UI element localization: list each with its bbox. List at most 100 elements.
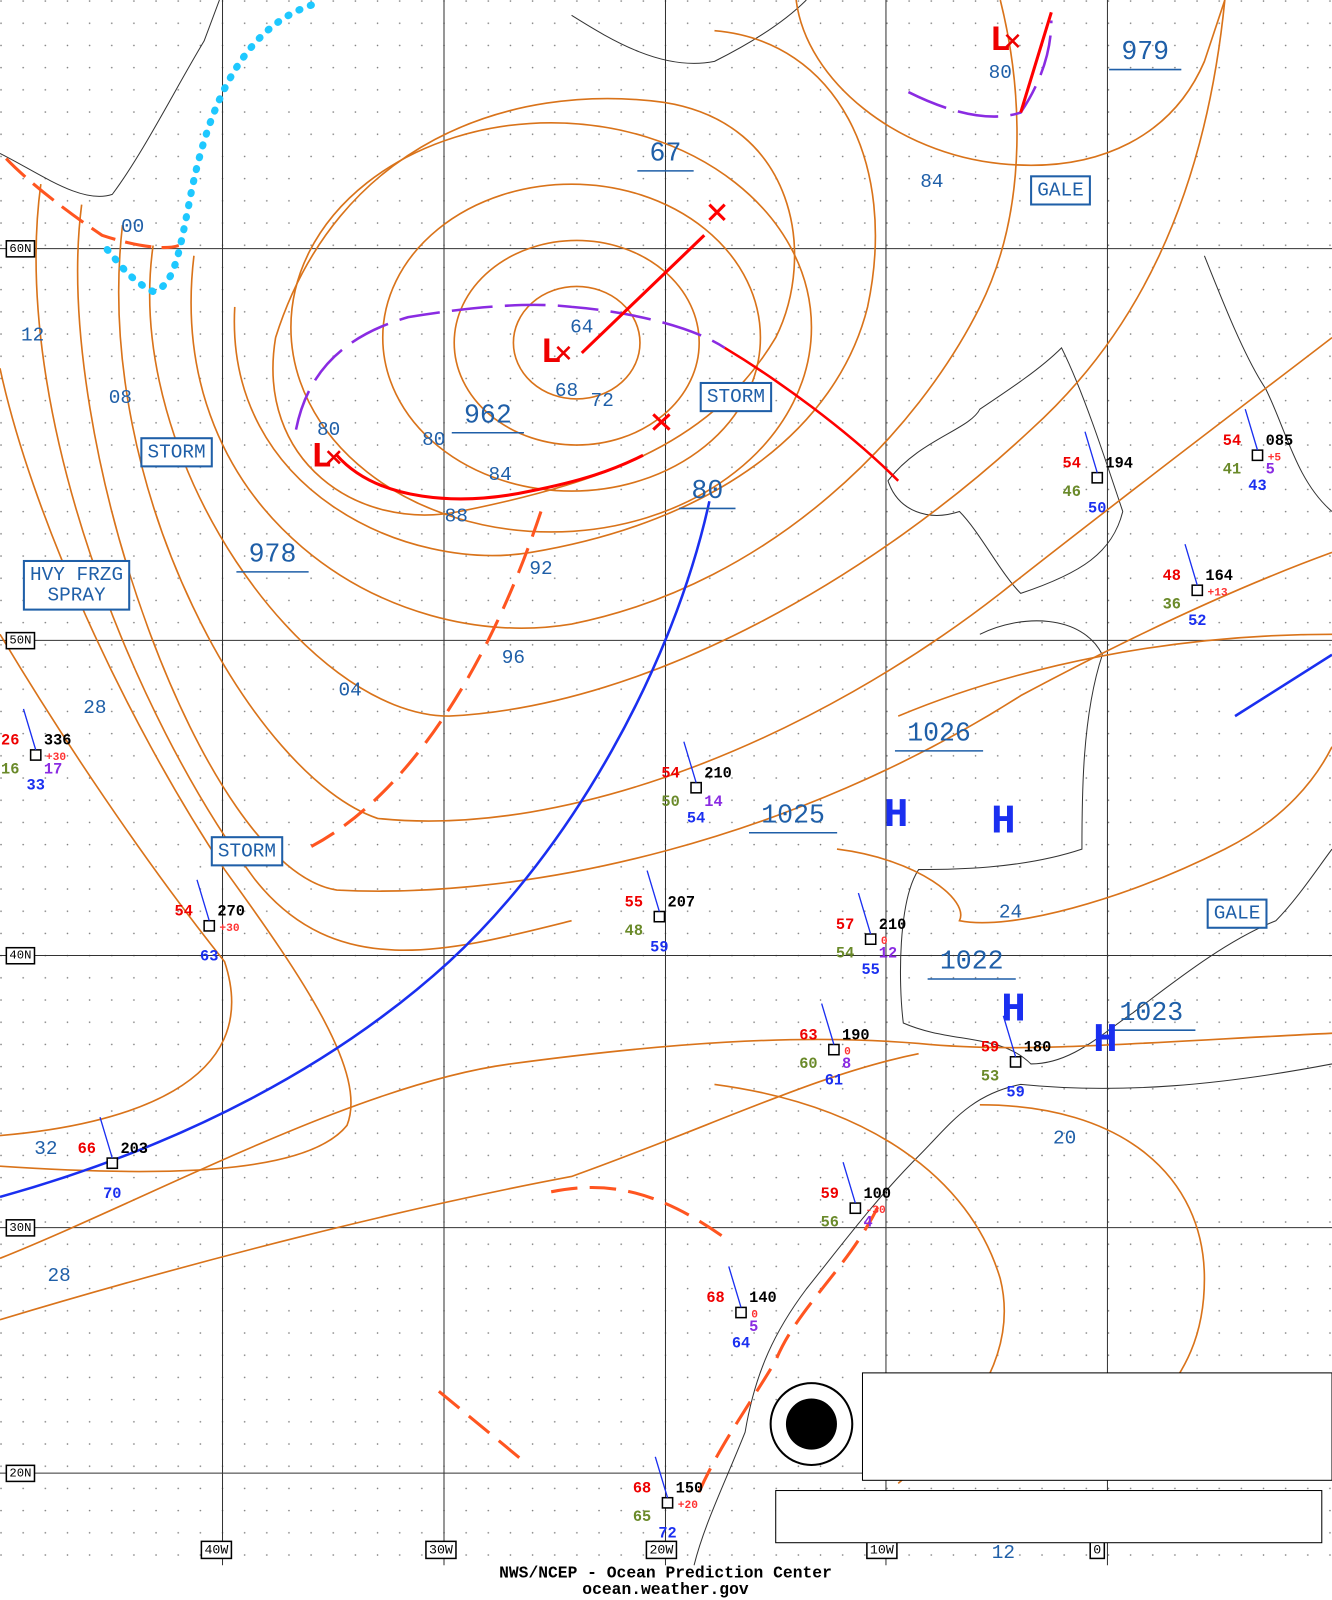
station-t: 63 bbox=[799, 1026, 817, 1044]
station-td: 46 bbox=[1063, 483, 1081, 501]
station-t: 54 bbox=[175, 903, 193, 921]
station-w: 70 bbox=[103, 1185, 121, 1203]
warning-label: STORM bbox=[218, 840, 276, 862]
high-symbol: H bbox=[1093, 1018, 1118, 1064]
station-p: 210 bbox=[704, 764, 732, 782]
station-marker bbox=[1091, 471, 1104, 484]
footer-line: ocean.weather.gov bbox=[582, 1580, 749, 1599]
wind-barb bbox=[842, 1161, 856, 1204]
low-symbol: L bbox=[541, 334, 562, 373]
lon-label: 10W bbox=[870, 1542, 894, 1557]
station-x: 4 bbox=[864, 1214, 873, 1232]
station-w: 59 bbox=[1006, 1084, 1024, 1102]
station-marker bbox=[29, 749, 42, 761]
central-pressure: 962 bbox=[464, 400, 512, 430]
station-p: 164 bbox=[1205, 567, 1233, 585]
warning-label: STORM bbox=[147, 441, 205, 463]
station-marker bbox=[203, 919, 216, 932]
central-pressure: 1025 bbox=[761, 800, 825, 830]
warning-label: GALE bbox=[1214, 903, 1261, 925]
wind-barb bbox=[646, 870, 661, 912]
noaa-logo-inner bbox=[785, 1398, 837, 1450]
station-tend: +30 bbox=[219, 923, 239, 935]
station-w: 55 bbox=[861, 961, 879, 979]
station-tend: +30 bbox=[46, 752, 66, 764]
lat-label-box bbox=[5, 1464, 36, 1483]
station-t: 66 bbox=[78, 1140, 96, 1158]
station-tend: +13 bbox=[1207, 587, 1227, 599]
note-box bbox=[775, 1490, 1323, 1544]
wind-barb bbox=[857, 892, 872, 935]
station-tend: +20 bbox=[678, 1500, 698, 1512]
station-x: 14 bbox=[704, 793, 722, 811]
central-pressure: 1022 bbox=[940, 947, 1004, 977]
lon-label: 30W bbox=[429, 1542, 453, 1557]
central-pressure: 978 bbox=[249, 539, 297, 569]
isobar-label: 24 bbox=[999, 902, 1022, 924]
isobar-label: 12 bbox=[21, 325, 44, 347]
warning-box bbox=[1030, 175, 1091, 206]
low-symbol: L bbox=[311, 438, 332, 477]
isobar-label: 80 bbox=[422, 429, 445, 451]
station-x: 8 bbox=[842, 1055, 851, 1073]
station-p: 100 bbox=[864, 1185, 892, 1203]
station-tend: 0 bbox=[881, 936, 888, 948]
station-td: 53 bbox=[981, 1067, 999, 1085]
low-x bbox=[1005, 33, 1020, 48]
central-pressure: 1026 bbox=[907, 719, 971, 749]
station-td: 56 bbox=[821, 1214, 839, 1232]
station-p: 194 bbox=[1105, 454, 1133, 472]
isobar-label: 72 bbox=[591, 390, 614, 412]
lat-label-box bbox=[5, 946, 36, 965]
isobar-label: 92 bbox=[529, 558, 552, 580]
station-t: 59 bbox=[821, 1185, 839, 1203]
isobar-label: 28 bbox=[48, 1265, 71, 1287]
station-tend: -30 bbox=[866, 1205, 886, 1217]
station-p: 270 bbox=[217, 903, 245, 921]
lat-label: 60N bbox=[9, 242, 31, 256]
station-x: 5 bbox=[1266, 461, 1275, 479]
station-t: 55 bbox=[625, 893, 643, 911]
station-marker bbox=[849, 1202, 862, 1215]
isobar-label: 88 bbox=[445, 506, 468, 528]
isobar-label: 84 bbox=[489, 464, 512, 486]
warning-label: SPRAY bbox=[47, 585, 106, 607]
warning-label: GALE bbox=[1037, 179, 1084, 201]
station-w: 63 bbox=[200, 948, 218, 966]
lat-label: 20N bbox=[9, 1466, 31, 1480]
station-x: 12 bbox=[879, 944, 897, 962]
station-td: 36 bbox=[1163, 596, 1181, 614]
low-symbol: L bbox=[990, 22, 1011, 61]
station-td: 54 bbox=[836, 944, 854, 962]
station-p: 203 bbox=[120, 1140, 148, 1158]
info-box bbox=[861, 1372, 1332, 1481]
wind-barb bbox=[654, 1456, 669, 1498]
station-w: 64 bbox=[732, 1334, 750, 1352]
warning-box bbox=[140, 437, 213, 468]
lon-label-box bbox=[425, 1540, 457, 1560]
lat-label: 30N bbox=[9, 1221, 31, 1235]
station-p: 180 bbox=[1024, 1039, 1052, 1057]
station-marker bbox=[1251, 449, 1264, 462]
station-td: 50 bbox=[661, 793, 679, 811]
station-marker bbox=[690, 781, 702, 794]
low-x bbox=[326, 450, 341, 465]
wind-barb bbox=[683, 741, 697, 783]
lat-label-box bbox=[5, 240, 36, 258]
isobar-label: 68 bbox=[555, 380, 578, 402]
wind-barb bbox=[1002, 1015, 1017, 1057]
station-w: 33 bbox=[27, 777, 45, 795]
station-x: 17 bbox=[44, 760, 62, 778]
lat-label: 40N bbox=[9, 949, 31, 963]
station-marker bbox=[653, 910, 666, 923]
station-tend: 0 bbox=[751, 1310, 758, 1322]
station-w: 43 bbox=[1248, 477, 1266, 495]
station-w: 54 bbox=[687, 809, 705, 827]
station-p: 085 bbox=[1266, 432, 1294, 450]
station-t: 48 bbox=[1163, 567, 1181, 585]
warning-box bbox=[22, 559, 131, 611]
station-td: 48 bbox=[625, 922, 643, 940]
grid bbox=[0, 0, 1332, 1566]
isobar-label: 80 bbox=[317, 419, 340, 441]
lon-label: 40W bbox=[204, 1542, 228, 1557]
